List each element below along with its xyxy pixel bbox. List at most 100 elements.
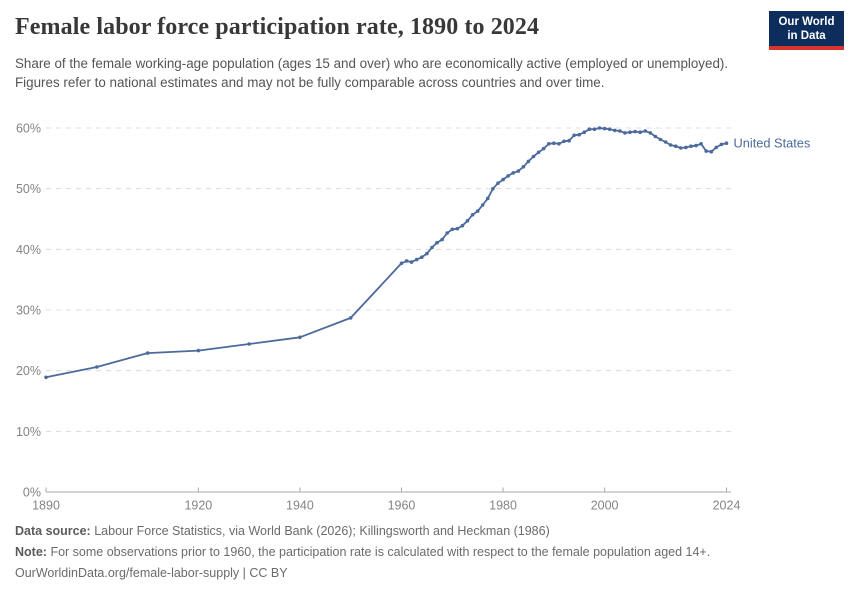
data-point[interactable] (724, 141, 729, 145)
data-point[interactable] (653, 134, 658, 139)
note-text: For some observations prior to 1960, the… (50, 545, 711, 559)
data-point[interactable] (470, 213, 475, 217)
data-point[interactable] (455, 226, 460, 231)
data-source-label: Data source: (15, 524, 91, 538)
data-point[interactable] (501, 177, 505, 182)
data-point[interactable] (673, 144, 678, 148)
data-point[interactable] (714, 145, 719, 150)
x-tick-label: 1960 (388, 499, 416, 513)
data-point[interactable] (709, 149, 714, 154)
data-source-text: Labour Force Statistics, via World Bank … (94, 524, 550, 538)
data-point[interactable] (145, 351, 150, 355)
y-tick-label: 10% (16, 425, 41, 439)
data-point[interactable] (511, 171, 515, 175)
data-line[interactable] (45, 127, 728, 379)
data-point[interactable] (491, 186, 495, 191)
data-point[interactable] (496, 181, 500, 185)
chart-url-link[interactable]: OurWorldinData.org/female-labor-supply (15, 566, 240, 580)
data-point[interactable] (638, 130, 642, 134)
line-chart[interactable]: 0% 10% 20% 30% 40% 50% 60% 1890 1920 1940 1960 1980… (0, 112, 850, 520)
data-point[interactable] (623, 131, 627, 135)
data-point[interactable] (699, 142, 703, 146)
data-point[interactable] (247, 342, 251, 346)
data-point[interactable] (516, 169, 521, 173)
data-point[interactable] (663, 140, 668, 144)
data-point[interactable] (420, 255, 424, 259)
y-tick-label: 50% (16, 182, 41, 196)
data-point[interactable] (425, 251, 429, 256)
cc-by-link[interactable]: CC BY (249, 566, 288, 580)
data-point[interactable] (445, 231, 450, 235)
data-point[interactable] (531, 154, 536, 159)
data-point[interactable] (526, 159, 531, 164)
data-point[interactable] (613, 128, 617, 133)
data-point[interactable] (521, 165, 526, 169)
data-point[interactable] (506, 174, 510, 178)
data-point[interactable] (409, 260, 414, 264)
note-label: Note: (15, 545, 47, 559)
data-point[interactable] (582, 130, 587, 134)
data-point[interactable] (435, 240, 439, 245)
data-point[interactable] (414, 257, 419, 262)
data-point[interactable] (628, 130, 632, 134)
data-point[interactable] (486, 196, 490, 201)
data-point[interactable] (557, 142, 561, 146)
series-label[interactable]: United States (734, 135, 811, 150)
data-point[interactable] (694, 143, 698, 148)
data-point[interactable] (648, 131, 653, 135)
data-point[interactable] (587, 127, 592, 131)
x-tick-label: 1890 (32, 499, 60, 513)
data-point[interactable] (541, 146, 546, 151)
owid-logo-line2: in Data (787, 30, 826, 42)
data-point[interactable] (618, 129, 622, 133)
data-point[interactable] (552, 141, 556, 145)
data-point[interactable] (547, 142, 551, 146)
data-point[interactable] (643, 129, 647, 133)
data-point[interactable] (602, 126, 607, 131)
data-point[interactable] (704, 149, 708, 153)
data-point[interactable] (399, 261, 404, 266)
owid-logo-red-bar (769, 46, 844, 50)
url-separator: | (239, 566, 250, 580)
data-point[interactable] (562, 139, 566, 144)
data-point[interactable] (44, 375, 48, 380)
y-tick-label: 40% (16, 243, 41, 257)
y-tick-label: 30% (16, 304, 41, 318)
data-point[interactable] (668, 143, 673, 147)
data-point[interactable] (577, 132, 581, 137)
data-point[interactable] (719, 142, 724, 147)
x-tick-label: 1980 (489, 499, 517, 513)
data-point[interactable] (607, 127, 612, 131)
data-point[interactable] (679, 146, 683, 150)
data-point[interactable] (440, 237, 444, 242)
x-tick-label: 2024 (713, 499, 741, 513)
y-tick-label: 60% (16, 122, 41, 136)
data-point[interactable] (475, 209, 480, 213)
owid-logo: Our World in Data (769, 11, 844, 46)
data-point[interactable] (536, 150, 541, 155)
data-point[interactable] (404, 259, 409, 263)
data-point[interactable] (567, 138, 571, 143)
data-point[interactable] (592, 127, 597, 131)
url-line: OurWorldinData.org/female-labor-supply |… (15, 563, 815, 584)
data-point[interactable] (196, 348, 201, 353)
data-point[interactable] (465, 219, 470, 223)
data-point[interactable] (460, 223, 465, 228)
owid-logo-line1: Our World (778, 16, 835, 28)
data-point[interactable] (689, 144, 693, 148)
data-point[interactable] (480, 203, 485, 207)
x-tick-label: 1940 (286, 499, 314, 513)
y-tick-label: 0% (23, 486, 41, 500)
data-point[interactable] (597, 126, 602, 130)
data-point[interactable] (572, 133, 576, 138)
data-point[interactable] (348, 316, 353, 320)
data-point[interactable] (450, 227, 455, 232)
data-point[interactable] (684, 145, 688, 150)
data-point[interactable] (633, 129, 637, 134)
chart-subtitle: Share of the female working-age populati… (15, 56, 729, 90)
data-point[interactable] (658, 137, 663, 142)
data-point[interactable] (95, 365, 99, 369)
data-point[interactable] (298, 335, 302, 340)
y-tick-label: 20% (16, 364, 41, 378)
data-point[interactable] (430, 245, 434, 250)
